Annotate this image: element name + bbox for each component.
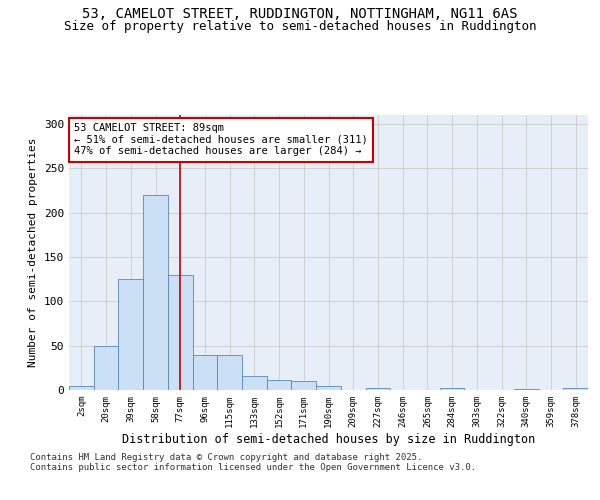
Bar [69,386,94,390]
Bar [267,380,292,390]
Bar [217,354,242,390]
Bar [143,195,168,390]
Text: 53, CAMELOT STREET, RUDDINGTON, NOTTINGHAM, NG11 6AS: 53, CAMELOT STREET, RUDDINGTON, NOTTINGH… [82,8,518,22]
Bar [193,354,217,390]
Bar [563,388,588,390]
Bar [292,381,316,390]
Text: Contains HM Land Registry data © Crown copyright and database right 2025.
Contai: Contains HM Land Registry data © Crown c… [30,452,476,472]
Bar [440,388,464,390]
Bar [242,376,267,390]
Bar [118,279,143,390]
Text: Size of property relative to semi-detached houses in Ruddington: Size of property relative to semi-detach… [64,20,536,33]
Text: 53 CAMELOT STREET: 89sqm
← 51% of semi-detached houses are smaller (311)
47% of : 53 CAMELOT STREET: 89sqm ← 51% of semi-d… [74,123,368,156]
Bar [365,388,390,390]
Bar [514,389,539,390]
X-axis label: Distribution of semi-detached houses by size in Ruddington: Distribution of semi-detached houses by … [122,432,535,446]
Bar [94,346,118,390]
Y-axis label: Number of semi-detached properties: Number of semi-detached properties [28,138,38,367]
Bar [316,386,341,390]
Bar [168,274,193,390]
